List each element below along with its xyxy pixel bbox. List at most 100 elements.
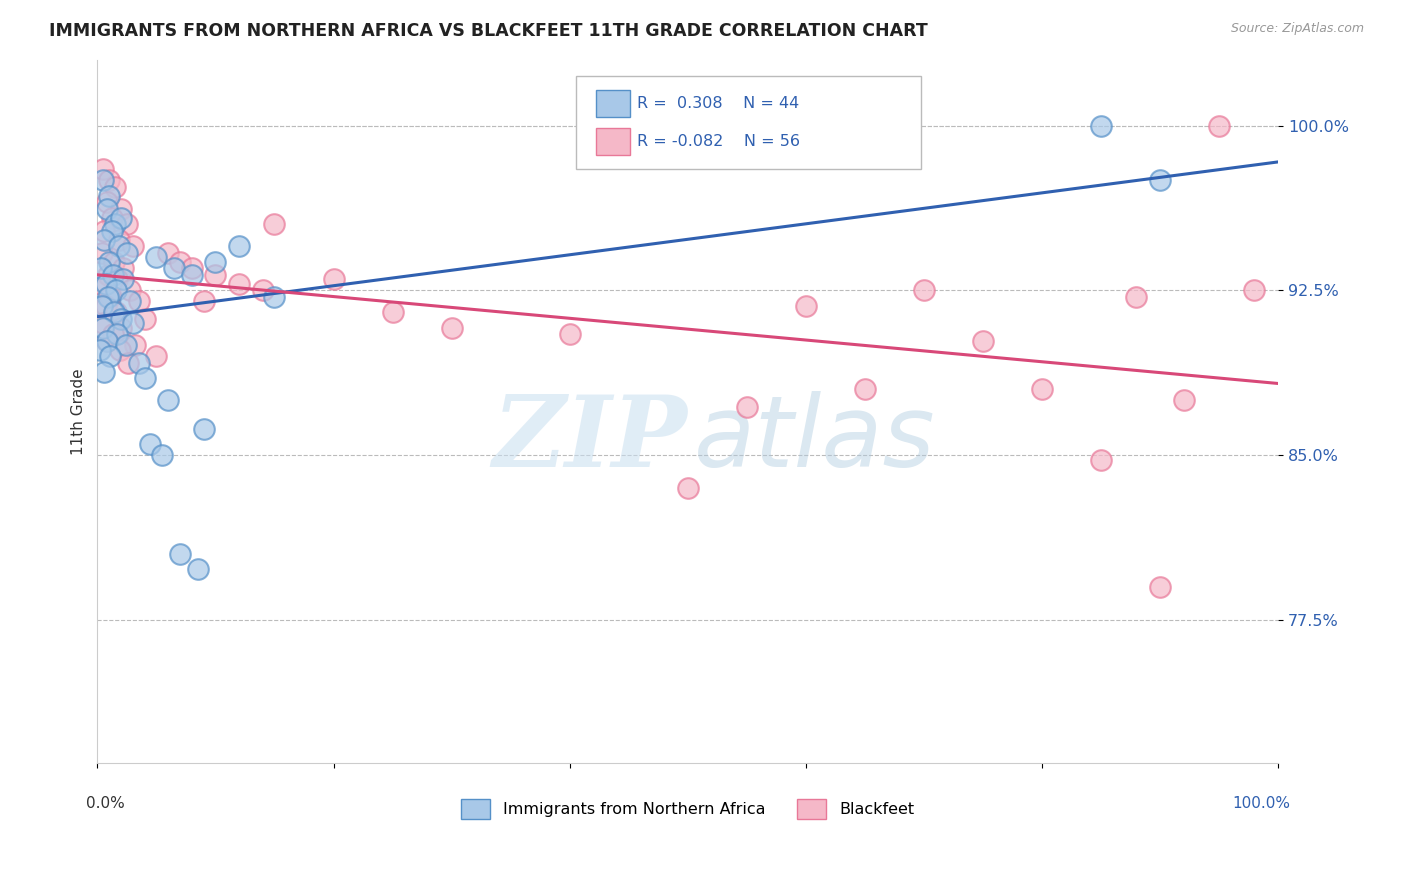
Point — [112, 272, 135, 286]
Point — [103, 254, 125, 268]
Point — [91, 162, 114, 177]
Point — [150, 448, 173, 462]
Point — [228, 277, 250, 291]
Point — [114, 338, 136, 352]
Point — [101, 268, 124, 282]
Point — [163, 261, 186, 276]
Point — [121, 239, 143, 253]
Point — [204, 254, 226, 268]
Point — [228, 239, 250, 253]
Point — [107, 272, 129, 286]
Point — [115, 246, 138, 260]
Point — [145, 349, 167, 363]
Point — [91, 299, 114, 313]
Point — [98, 349, 121, 363]
Point — [263, 290, 285, 304]
Text: R = -0.082    N = 56: R = -0.082 N = 56 — [637, 135, 800, 149]
Point — [98, 290, 121, 304]
Point — [1125, 290, 1147, 304]
Point — [124, 338, 146, 352]
Point — [1149, 580, 1171, 594]
Point — [676, 481, 699, 495]
Y-axis label: 11th Grade: 11th Grade — [72, 368, 86, 455]
Point — [91, 173, 114, 187]
Text: Source: ZipAtlas.com: Source: ZipAtlas.com — [1230, 22, 1364, 36]
Point — [169, 254, 191, 268]
Point — [794, 299, 817, 313]
Point — [96, 334, 118, 348]
Point — [93, 224, 115, 238]
Point — [105, 305, 128, 319]
Point — [128, 294, 150, 309]
Point — [1173, 393, 1195, 408]
Point — [120, 294, 142, 309]
Text: 0.0%: 0.0% — [86, 796, 124, 811]
Point — [110, 211, 132, 225]
Point — [558, 327, 581, 342]
Point — [101, 327, 124, 342]
Point — [98, 189, 121, 203]
Point — [110, 312, 132, 326]
Point — [90, 261, 112, 276]
Point — [100, 211, 122, 225]
Point — [97, 290, 120, 304]
Point — [97, 268, 120, 282]
Point — [157, 246, 180, 260]
Point — [1149, 173, 1171, 187]
Point — [134, 371, 156, 385]
Point — [103, 305, 125, 319]
Point — [105, 283, 128, 297]
Point — [180, 261, 202, 276]
Point — [104, 180, 127, 194]
Point — [96, 195, 118, 210]
Point — [100, 224, 122, 238]
Point — [169, 547, 191, 561]
Point — [853, 382, 876, 396]
Point — [120, 283, 142, 297]
Point — [96, 202, 118, 216]
Point — [139, 437, 162, 451]
Point — [322, 272, 344, 286]
Point — [912, 283, 935, 297]
Point — [204, 268, 226, 282]
Point — [121, 316, 143, 330]
Point — [107, 239, 129, 253]
Point — [252, 283, 274, 297]
Point — [115, 218, 138, 232]
Point — [1031, 382, 1053, 396]
Point — [128, 356, 150, 370]
Point — [1090, 452, 1112, 467]
Point — [1243, 283, 1265, 297]
Point — [98, 173, 121, 187]
Point — [134, 312, 156, 326]
Point — [104, 218, 127, 232]
Point — [108, 343, 131, 357]
Point — [107, 233, 129, 247]
Point — [1208, 119, 1230, 133]
Point — [93, 233, 115, 247]
Point — [735, 400, 758, 414]
Point — [1090, 119, 1112, 133]
Text: ZIP: ZIP — [492, 391, 688, 488]
Text: atlas: atlas — [693, 391, 935, 488]
Point — [112, 261, 135, 276]
Point — [94, 277, 117, 291]
Point — [93, 365, 115, 379]
Point — [193, 422, 215, 436]
Point — [263, 218, 285, 232]
Point — [117, 356, 139, 370]
Point — [107, 327, 129, 342]
Point — [110, 320, 132, 334]
Legend: Immigrants from Northern Africa, Blackfeet: Immigrants from Northern Africa, Blackfe… — [456, 793, 921, 825]
Point — [91, 316, 114, 330]
Point — [157, 393, 180, 408]
Point — [145, 251, 167, 265]
Point — [187, 562, 209, 576]
Point — [96, 334, 118, 348]
Text: IMMIGRANTS FROM NORTHERN AFRICA VS BLACKFEET 11TH GRADE CORRELATION CHART: IMMIGRANTS FROM NORTHERN AFRICA VS BLACK… — [49, 22, 928, 40]
Point — [972, 334, 994, 348]
Point — [91, 246, 114, 260]
Point — [90, 277, 112, 291]
Text: R =  0.308    N = 44: R = 0.308 N = 44 — [637, 96, 799, 111]
Point — [98, 254, 121, 268]
